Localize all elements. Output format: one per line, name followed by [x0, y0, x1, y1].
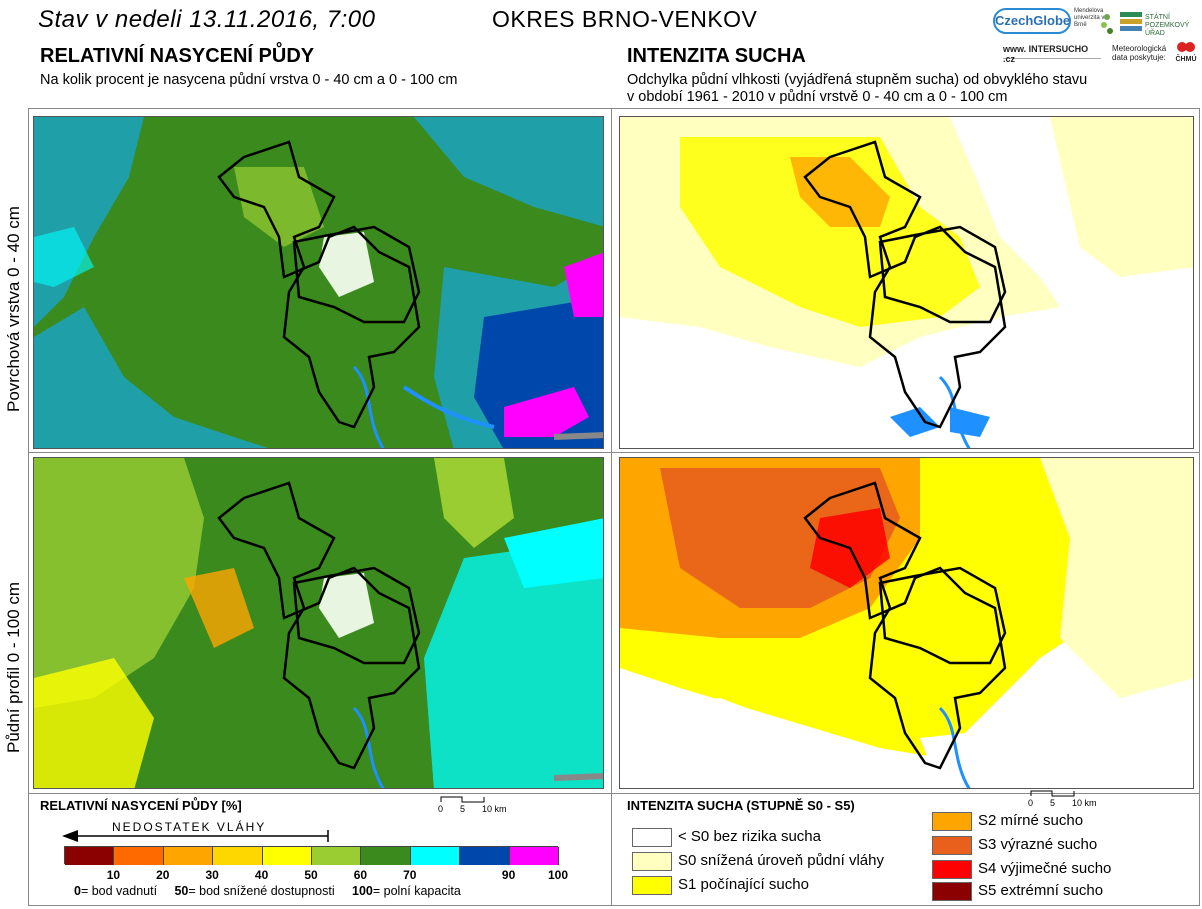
- frame-vertical-divider: [611, 108, 612, 906]
- left-section-title: RELATIVNÍ NASYCENÍ PŮDY: [40, 45, 315, 67]
- colorbar-segment: [312, 847, 362, 865]
- drought-legend-swatch: [632, 876, 672, 895]
- frame-legend-divider: [28, 793, 1200, 794]
- map-saturation-topsoil[interactable]: [33, 116, 604, 449]
- colorbar-tick-label: 100: [547, 868, 569, 882]
- map-saturation-topsoil-svg: [34, 117, 603, 448]
- map-grid-frame: [28, 108, 1200, 906]
- colorbar-tick-label: 10: [106, 868, 121, 882]
- note-0-num: 0: [74, 884, 81, 898]
- map-drought-topsoil-svg: [620, 117, 1193, 448]
- drought-legend-label: S5 extrémní sucho: [978, 882, 1104, 899]
- left-section-subtitle: Na kolik procent je nasycena půdní vrstv…: [40, 72, 458, 88]
- colorbar-tick-label: 20: [156, 868, 170, 882]
- colorbar-segment: [410, 847, 461, 865]
- left-legend-title: RELATIVNÍ NASYCENÍ PŮDY [%]: [40, 798, 242, 813]
- colorbar-tick-label: 30: [205, 868, 219, 882]
- scale-bar-left: 0 5 10 km: [438, 796, 520, 816]
- drought-legend-swatch: [932, 836, 972, 855]
- colorbar-segment: [361, 847, 411, 865]
- colorbar-tick-label: 40: [254, 868, 269, 882]
- map-saturation-profile-svg: [34, 458, 603, 788]
- drought-legend-label: S2 mírné sucho: [978, 812, 1084, 829]
- right-section-subtitle-2: v období 1961 - 2010 v půdní vrstvě 0 - …: [627, 89, 1008, 105]
- colorbar-tick-label: 70: [403, 868, 417, 882]
- map-saturation-profile[interactable]: [33, 457, 604, 789]
- note-50-text: = bod snížené dostupnosti: [188, 884, 335, 898]
- logo-mendel: Mendelova univerzita v Brně: [1074, 8, 1105, 28]
- colorbar-segment: [114, 847, 164, 865]
- note-50-num: 50: [174, 884, 189, 898]
- colorbar-segment: [65, 847, 115, 865]
- drought-legend-swatch: [632, 852, 672, 871]
- map-drought-profile[interactable]: [619, 457, 1194, 789]
- date-title: Stav v nedeli 13.11.2016, 7:00: [38, 6, 376, 33]
- drought-legend-label: < S0 bez rizika sucha: [678, 828, 821, 845]
- scale-bar-right: 0 5 10 km: [1028, 790, 1110, 810]
- logo-czechglobe: CzechGlobe: [993, 8, 1071, 34]
- note-0-text: = bod vadnutí: [80, 884, 158, 898]
- drought-legend-label: S0 snížená úroveň půdní vláhy: [678, 852, 884, 869]
- logo-mendel-dots: [1100, 12, 1114, 38]
- right-legend-title: INTENZITA SUCHA (STUPNĚ S0 - S5): [627, 798, 855, 813]
- drought-legend-label: S1 počínající sucho: [678, 876, 809, 893]
- colorbar-segment: [262, 847, 312, 865]
- drought-legend-swatch: [632, 828, 672, 847]
- colorbar-segment: [460, 847, 510, 865]
- drought-legend-label: S3 výrazné sucho: [978, 836, 1098, 853]
- right-section-subtitle-1: Odchylka půdní vlhkosti (vyjádřená stupn…: [627, 72, 1088, 88]
- frame-horizontal-divider: [28, 452, 1200, 453]
- row-label-top: Povrchová vrstva 0 - 40 cm: [4, 206, 23, 412]
- colorbar-segment: [163, 847, 214, 865]
- logo-spu: STÁTNÍ POZEMKOVÝ ÚŘAD: [1120, 10, 1198, 40]
- drought-legend-swatch: [932, 882, 972, 901]
- deficit-arrow: NEDOSTATEK VLÁHY: [62, 820, 332, 842]
- note-100-num: 100: [352, 884, 373, 898]
- drought-legend-swatch: [932, 812, 972, 831]
- colorbar-tick-label: 60: [353, 868, 368, 882]
- map-drought-profile-svg: [620, 458, 1193, 788]
- saturation-colorbar: 10 20 30 40 50 60 70 90 100: [64, 846, 568, 886]
- right-section-title: INTENZITA SUCHA: [627, 45, 806, 67]
- colorbar-tick-label: 90: [501, 868, 516, 882]
- district-title: OKRES BRNO-VENKOV: [492, 6, 758, 32]
- colorbar-tick-label: 50: [304, 868, 318, 882]
- row-label-bottom: Půdní profil 0 - 100 cm: [4, 581, 23, 753]
- map-drought-topsoil[interactable]: [619, 116, 1194, 449]
- colorbar-segment: [509, 847, 559, 865]
- colorbar-segment: [213, 847, 263, 865]
- logo-chmu-text: Meteorologická data poskytuje:: [1112, 44, 1167, 62]
- drought-legend-swatch: [932, 860, 972, 879]
- saturation-notes: 0= bod vadnutí 50= bod snížené dostupnos…: [74, 884, 461, 898]
- note-100-text: = polní kapacita: [372, 884, 461, 898]
- logo-chmu: ČHMÚ: [1172, 40, 1200, 64]
- drought-legend-label: S4 výjimečné sucho: [978, 860, 1112, 877]
- logo-intersucho[interactable]: www. INTERSUCHO .cz: [1003, 44, 1101, 64]
